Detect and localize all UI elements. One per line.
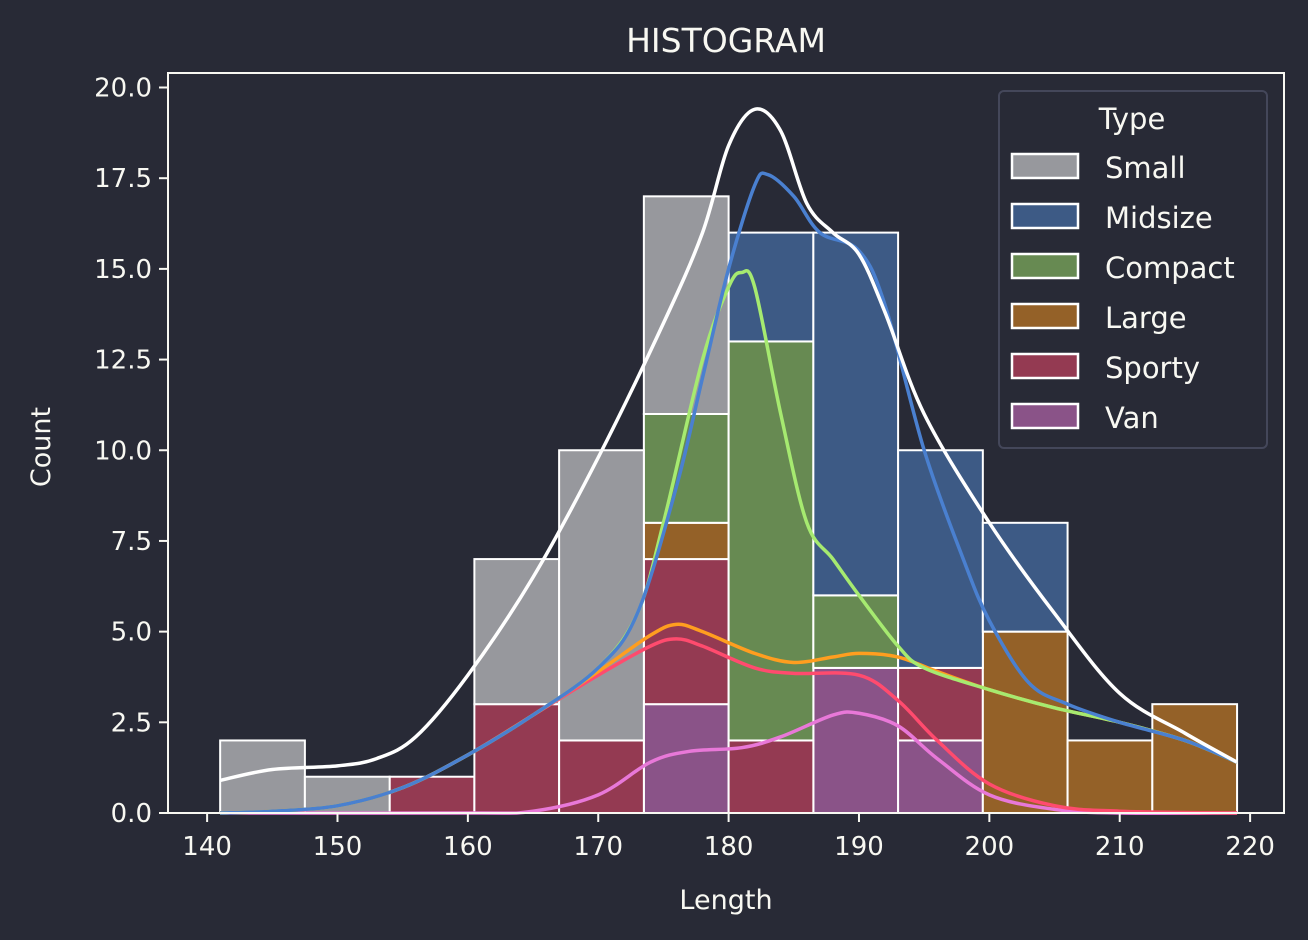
chart-title: HISTOGRAM <box>626 21 826 60</box>
bar-small-bin-3 <box>473 558 561 706</box>
x-tick-label: 160 <box>443 832 493 862</box>
y-tick-label: 0.0 <box>111 799 152 829</box>
bar-large-bin-10 <box>1066 739 1154 815</box>
bar-sporty-bin-2 <box>388 775 476 814</box>
legend-swatch-sporty <box>1010 352 1080 380</box>
y-tick-label: 15.0 <box>94 255 152 285</box>
y-axis-label: Count <box>26 407 57 487</box>
legend-title: Type <box>1098 102 1166 136</box>
x-axis-label: Length <box>679 885 772 916</box>
legend-swatch-van <box>1010 402 1080 430</box>
bar-midsize-bin-7 <box>812 231 900 597</box>
legend-swatch-compact <box>1010 252 1080 280</box>
x-tick-label: 170 <box>573 832 623 862</box>
y-axis: 0.0 2.5 5.0 7.5 10.0 12.5 15.0 17.5 20.0 <box>94 74 168 829</box>
x-axis: 140 150 160 170 180 190 200 210 220 <box>182 813 1275 862</box>
legend-label-van: Van <box>1105 401 1159 435</box>
x-tick-label: 190 <box>834 832 884 862</box>
bar-sporty-bin-6 <box>727 739 815 815</box>
bar-small-bin-5 <box>642 195 730 415</box>
bar-compact-bin-6 <box>727 340 815 742</box>
x-tick-label: 180 <box>704 832 754 862</box>
bar-van-bin-8 <box>897 739 984 815</box>
legend-swatch-small <box>1010 152 1080 180</box>
kde-line-midsize <box>220 171 1238 815</box>
bar-midsize-bin-6 <box>727 231 815 343</box>
legend-label-large: Large <box>1105 301 1187 335</box>
legend-swatch-midsize <box>1010 202 1080 230</box>
bar-sporty-bin-8 <box>897 666 984 742</box>
x-tick-label: 150 <box>313 832 363 862</box>
kde-line-small <box>219 107 1238 783</box>
y-tick-label: 7.5 <box>111 527 152 557</box>
bars-layer <box>219 195 1239 815</box>
x-tick-label: 200 <box>965 832 1015 862</box>
legend-label-midsize: Midsize <box>1105 201 1213 235</box>
kde-lines-layer <box>219 107 1238 816</box>
bar-midsize-bin-8 <box>897 449 984 669</box>
y-tick-label: 5.0 <box>111 618 152 648</box>
x-tick-label: 140 <box>182 832 232 862</box>
y-tick-label: 17.5 <box>94 164 152 194</box>
y-tick-label: 2.5 <box>111 708 152 738</box>
legend: Type Small Midsize Compact Large Sporty Van <box>998 90 1268 449</box>
bar-small-bin-4 <box>558 449 645 742</box>
y-tick-label: 20.0 <box>94 74 152 104</box>
y-tick-label: 12.5 <box>94 346 152 376</box>
legend-label-compact: Compact <box>1105 251 1235 285</box>
bar-sporty-bin-3 <box>473 703 561 814</box>
legend-swatch-large <box>1010 302 1080 330</box>
x-tick-label: 220 <box>1225 832 1275 862</box>
plot-frame <box>167 72 1285 814</box>
x-tick-label: 210 <box>1095 832 1145 862</box>
legend-label-sporty: Sporty <box>1105 351 1200 385</box>
bar-large-bin-11 <box>1151 703 1239 814</box>
y-tick-label: 10.0 <box>94 436 152 466</box>
legend-label-small: Small <box>1105 151 1186 185</box>
